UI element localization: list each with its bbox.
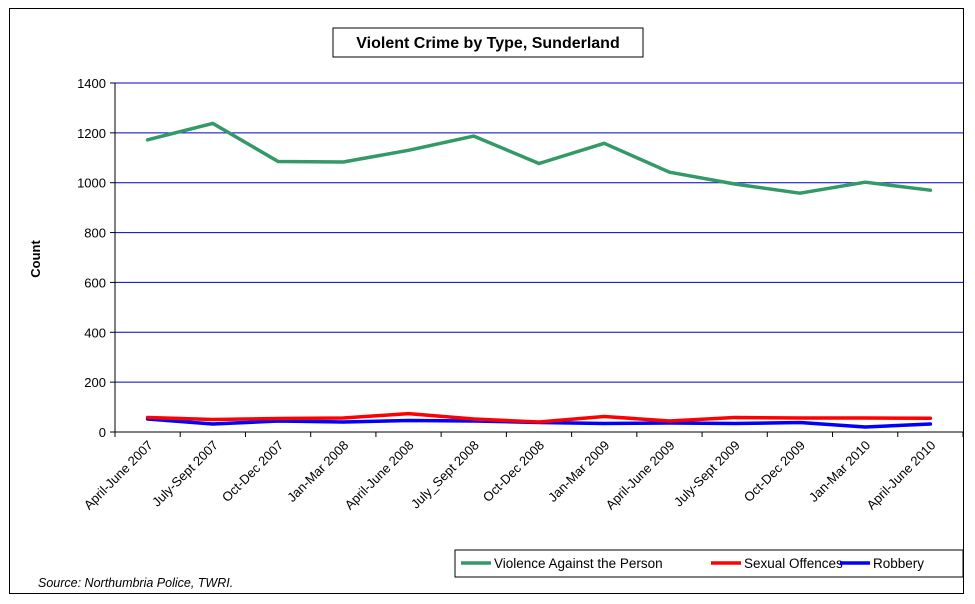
series-line xyxy=(145,411,933,424)
series-line xyxy=(145,121,933,195)
title-box xyxy=(332,27,644,58)
y-tick-label: 600 xyxy=(84,275,106,290)
x-tick-label: Oct-Dec 2007 xyxy=(219,438,286,505)
x-tick-label: April-June 2010 xyxy=(864,438,939,513)
legend-box xyxy=(454,549,964,578)
x-tick-label: Oct-Dec 2009 xyxy=(741,438,808,505)
y-tick-label: 200 xyxy=(84,375,106,390)
x-tick-label: Oct-Dec 2008 xyxy=(480,438,547,505)
x-tick-label: Jan-Mar 2008 xyxy=(284,438,351,505)
source-note: Source: Northumbria Police, TWRI. xyxy=(38,576,233,590)
axes xyxy=(110,82,964,437)
x-tick-label: Jan-Mar 2009 xyxy=(545,438,612,505)
series-lines xyxy=(145,121,933,429)
x-tick-label: July_Sept 2008 xyxy=(408,438,482,512)
gridlines xyxy=(115,82,963,383)
legend-label: Violence Against the Person xyxy=(494,556,663,571)
x-tick-label: April-June 2007 xyxy=(81,438,156,513)
y-tick-label: 1400 xyxy=(77,76,106,91)
y-axis-label: Count xyxy=(28,240,43,278)
y-tick-labels: 0 200 400 600 800 1000 1200 1400 xyxy=(77,76,106,440)
chart-title: Violent Crime by Type, Sunderland xyxy=(356,35,619,52)
x-tick-label: July-Sept 2009 xyxy=(671,438,743,510)
legend-label: Robbery xyxy=(873,556,924,571)
chart-frame xyxy=(9,8,964,594)
y-tick-label: 400 xyxy=(84,325,106,340)
x-tick-label: July-Sept 2007 xyxy=(149,438,221,510)
y-tick-label: 1000 xyxy=(77,176,106,191)
x-tick-label: Jan-Mar 2010 xyxy=(806,438,873,505)
y-tick-label: 0 xyxy=(99,425,106,440)
x-tick-label: April-June 2009 xyxy=(603,438,678,513)
x-tick-label: April-June 2008 xyxy=(342,438,417,513)
y-tick-label: 800 xyxy=(84,226,106,241)
legend: Violence Against the Person Sexual Offenc… xyxy=(461,556,924,571)
legend-label: Sexual Offences xyxy=(744,556,843,571)
y-tick-label: 1200 xyxy=(77,126,106,141)
